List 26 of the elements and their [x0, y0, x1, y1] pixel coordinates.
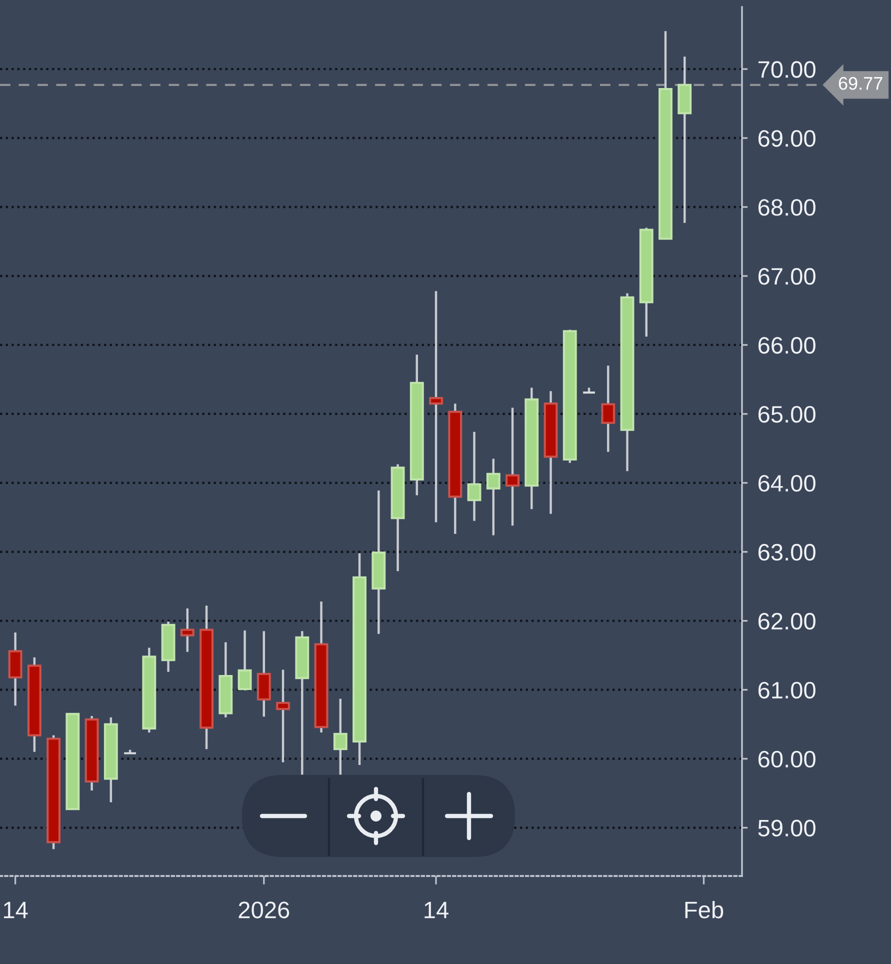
- candlestick: [276, 668, 290, 764]
- candlestick: [506, 406, 520, 527]
- x-tick-label: 14: [424, 902, 448, 918]
- x-tick-label: 14: [4, 902, 28, 918]
- candlestick: [333, 698, 348, 776]
- y-tick-label: 59.00: [758, 820, 816, 837]
- y-tick-label: 63.00: [758, 544, 816, 561]
- y-tick-label: 69.00: [758, 130, 816, 147]
- y-tick-label: 66.00: [758, 337, 816, 354]
- candlestick: [429, 290, 443, 524]
- candlestick: [601, 364, 616, 453]
- y-tick-label: 70.00: [758, 61, 816, 78]
- x-tick-label: Feb: [685, 901, 724, 918]
- y-tick-label: 61.00: [758, 682, 816, 699]
- y-tick-label: 65.00: [758, 406, 816, 423]
- x-tick-label: 2026: [238, 902, 290, 918]
- y-tick-label: 67.00: [758, 268, 816, 285]
- y-tick-label: 62.00: [758, 612, 816, 630]
- candlestick: [238, 629, 252, 692]
- y-tick-label: 64.00: [758, 474, 816, 492]
- candlestick: [467, 430, 482, 522]
- y-tick-label: 68.00: [758, 199, 816, 216]
- candlestick: [486, 458, 500, 536]
- ref-line-label: 69.77: [838, 76, 882, 90]
- candlestick: [180, 607, 194, 653]
- y-tick-label: 60.00: [758, 750, 816, 768]
